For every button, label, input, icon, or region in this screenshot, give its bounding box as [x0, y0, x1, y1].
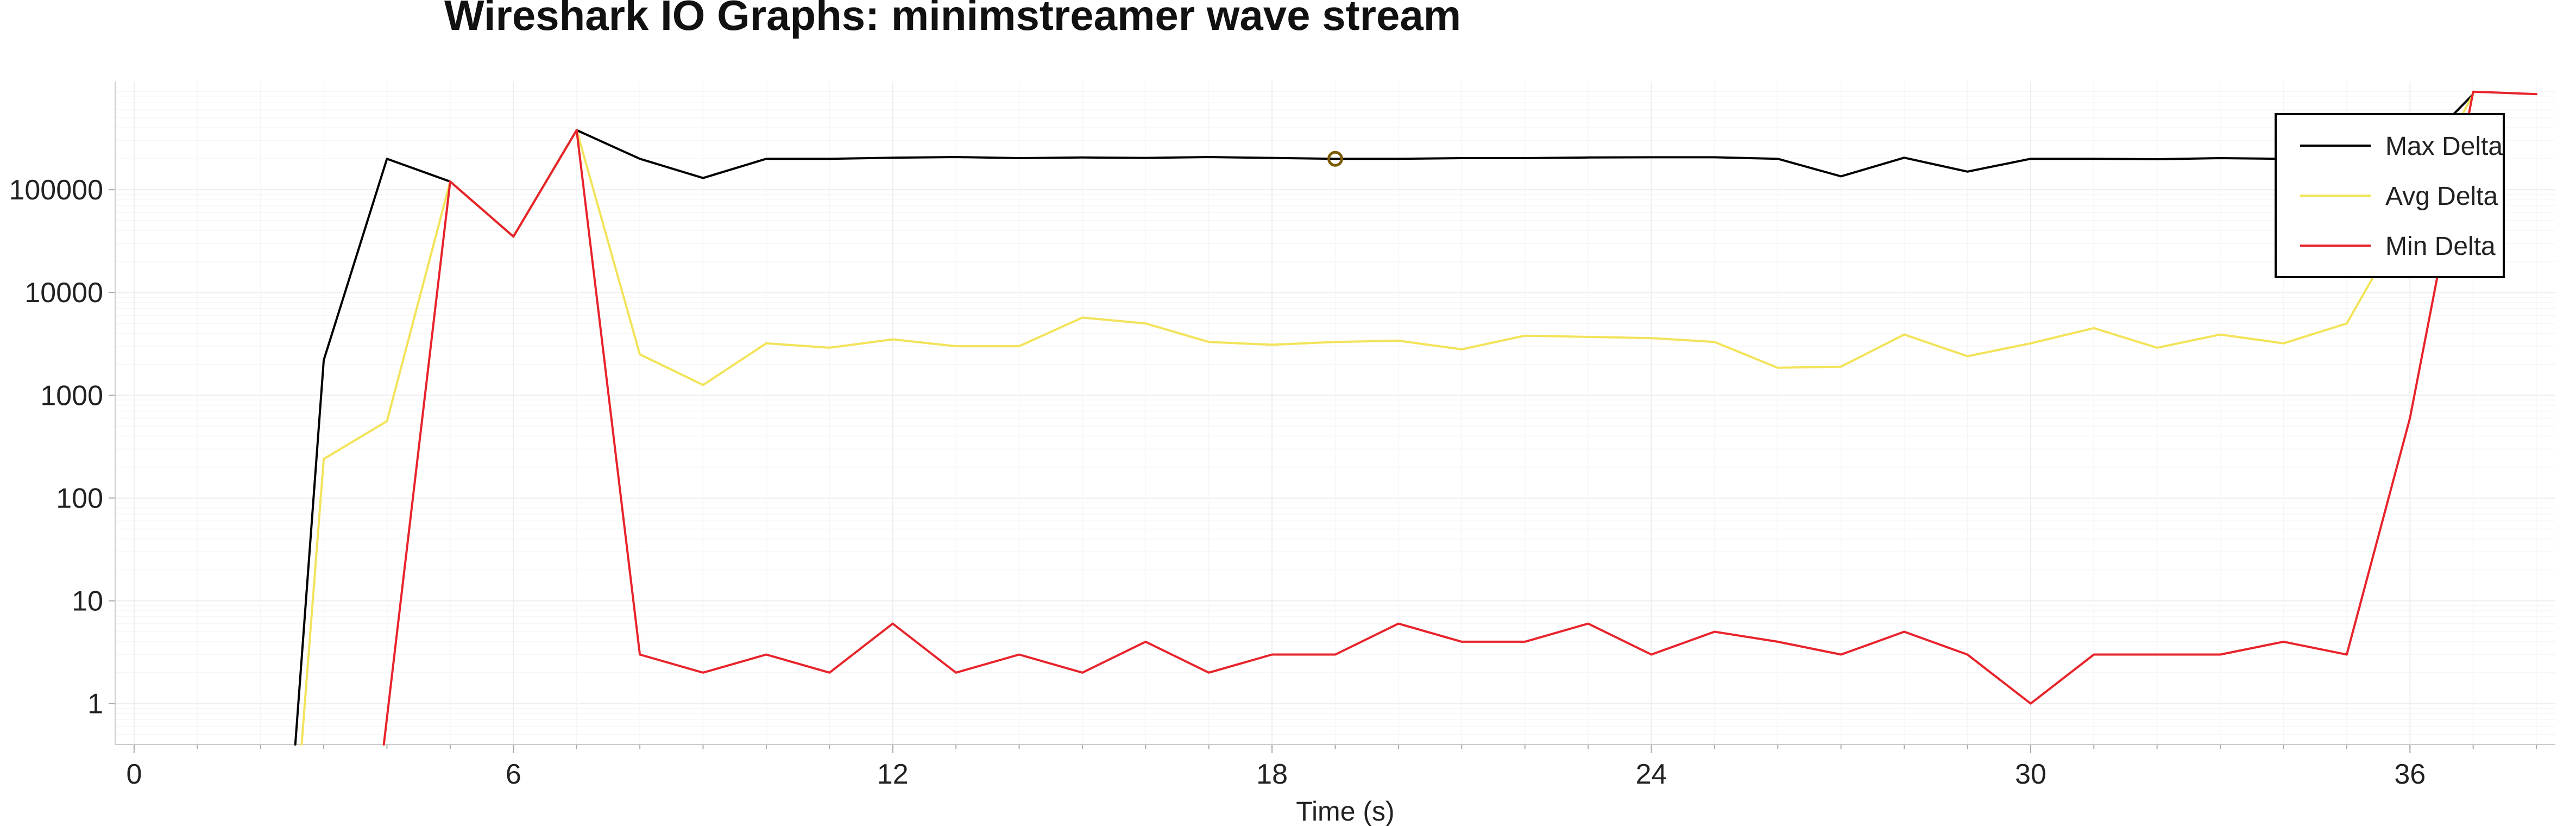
x-axis-label: Time (s) — [1296, 796, 1394, 826]
y-axis-ticks: 1 10 100 1000 10000 100000 — [9, 174, 103, 720]
axes — [109, 82, 2555, 753]
data-marker — [1327, 151, 1343, 167]
x-tick-label: 36 — [2394, 759, 2426, 790]
y-tick-label: 100 — [56, 483, 103, 514]
x-tick-label: 30 — [2015, 759, 2046, 790]
series-lines — [294, 90, 2538, 746]
series-min-delta-line — [382, 90, 2538, 746]
y-tick-label: 10 — [72, 586, 103, 617]
x-tick-label: 18 — [1256, 759, 1288, 790]
y-tick-label: 1 — [87, 689, 103, 720]
y-tick-label: 10000 — [24, 277, 103, 309]
x-axis-ticks: 0 6 12 18 24 30 36 — [126, 759, 2426, 790]
x-tick-label: 0 — [126, 759, 142, 790]
legend-label-min-delta: Min Delta — [2385, 232, 2496, 261]
selected-point-marker — [1327, 151, 1343, 167]
y-tick-label: 1000 — [40, 380, 103, 411]
x-tick-label: 24 — [1636, 759, 1667, 790]
legend-label-avg-delta: Avg Delta — [2385, 182, 2498, 211]
series-max-delta-line — [294, 93, 2474, 746]
x-tick-label: 12 — [877, 759, 909, 790]
legend-label-max-delta: Max Delta — [2385, 132, 2503, 161]
chart-title: Wireshark IO Graphs: minimstreamer wave … — [444, 0, 1461, 39]
y-tick-label: 100000 — [9, 174, 103, 206]
series-avg-delta-line — [300, 93, 2474, 746]
x-tick-label: 6 — [506, 759, 521, 790]
legend[interactable]: Max Delta Avg Delta Min Delta — [2275, 113, 2505, 278]
